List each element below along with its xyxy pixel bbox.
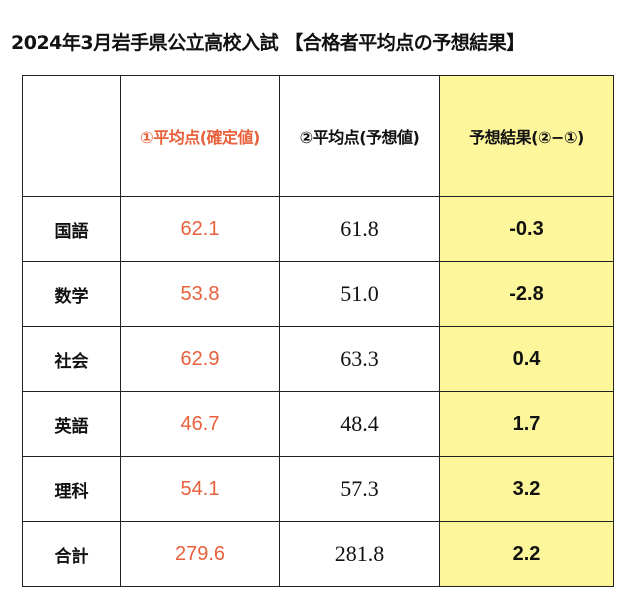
predicted-average-cell: 57.3 xyxy=(279,456,440,522)
confirmed-average-cell: 53.8 xyxy=(120,261,280,327)
header-prediction-result: 予想結果(②−①) xyxy=(439,75,614,197)
prediction-result-cell: 2.2 xyxy=(439,521,614,587)
confirmed-average-cell: 46.7 xyxy=(120,391,280,457)
table-row: 英語 46.7 48.4 1.7 xyxy=(22,391,614,457)
confirmed-average-cell: 279.6 xyxy=(120,521,280,587)
predicted-average-cell: 281.8 xyxy=(279,521,440,587)
prediction-result-cell: 3.2 xyxy=(439,456,614,522)
predicted-average-cell: 61.8 xyxy=(279,196,440,262)
table-header-row: ①平均点(確定値) ②平均点(予想値) 予想結果(②−①) xyxy=(22,75,614,197)
subject-cell: 国語 xyxy=(22,196,121,262)
confirmed-average-cell: 62.1 xyxy=(120,196,280,262)
page-title: 2024年3月岩手県公立高校入試 【合格者平均点の予想結果】 xyxy=(11,32,525,54)
confirmed-average-cell: 54.1 xyxy=(120,456,280,522)
predicted-average-cell: 51.0 xyxy=(279,261,440,327)
predicted-average-cell: 63.3 xyxy=(279,326,440,392)
prediction-result-cell: 1.7 xyxy=(439,391,614,457)
table-row-total: 合計 279.6 281.8 2.2 xyxy=(22,521,614,587)
subject-cell: 合計 xyxy=(22,521,121,587)
subject-cell: 英語 xyxy=(22,391,121,457)
subject-cell: 社会 xyxy=(22,326,121,392)
predicted-average-cell: 48.4 xyxy=(279,391,440,457)
prediction-result-cell: -0.3 xyxy=(439,196,614,262)
prediction-result-cell: -2.8 xyxy=(439,261,614,327)
confirmed-average-cell: 62.9 xyxy=(120,326,280,392)
table-row: 数学 53.8 51.0 -2.8 xyxy=(22,261,614,327)
header-subject xyxy=(22,75,121,197)
header-predicted-average: ②平均点(予想値) xyxy=(279,75,440,197)
subject-cell: 数学 xyxy=(22,261,121,327)
prediction-result-cell: 0.4 xyxy=(439,326,614,392)
header-confirmed-average: ①平均点(確定値) xyxy=(120,75,280,197)
subject-cell: 理科 xyxy=(22,456,121,522)
table-row: 国語 62.1 61.8 -0.3 xyxy=(22,196,614,262)
table-row: 理科 54.1 57.3 3.2 xyxy=(22,456,614,522)
table-row: 社会 62.9 63.3 0.4 xyxy=(22,326,614,392)
results-table: ①平均点(確定値) ②平均点(予想値) 予想結果(②−①) 国語 62.1 61… xyxy=(22,75,614,587)
